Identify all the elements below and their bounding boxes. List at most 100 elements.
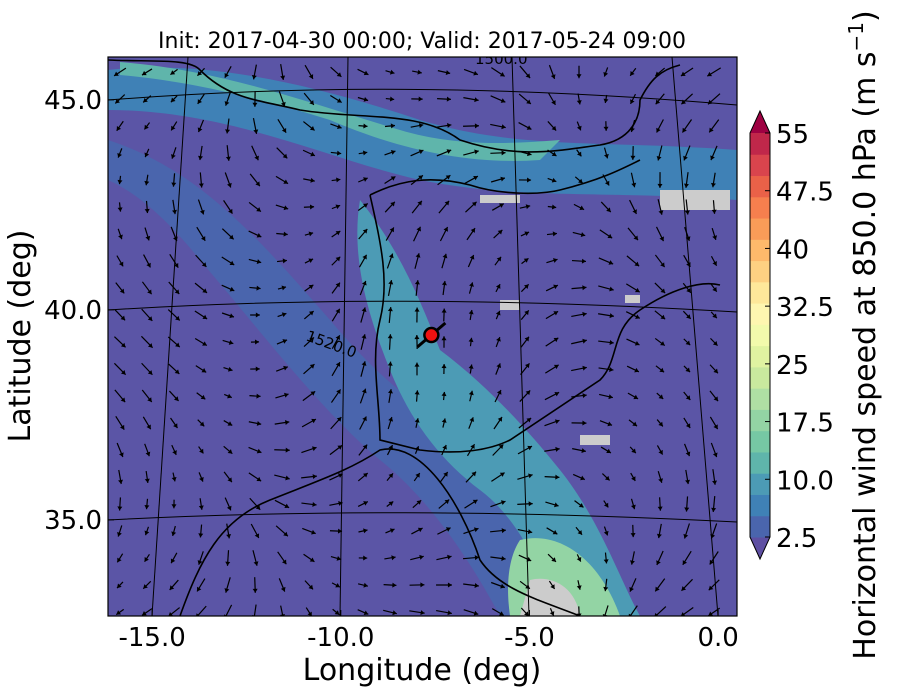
contour-label: 1500.0 — [475, 50, 528, 68]
colorbar-label-text: ) — [848, 10, 883, 22]
wind-arrow-head — [655, 586, 660, 592]
wind-arrow-head — [607, 421, 613, 427]
wind-arrow-head — [336, 177, 341, 183]
wind-arrow-head — [501, 556, 506, 561]
wind-arrow-head — [169, 585, 175, 590]
wind-arrow-head — [224, 72, 229, 78]
wind-arrow-head — [659, 367, 665, 373]
wind-arrow-head — [117, 583, 122, 589]
wind-arrow-head — [444, 499, 450, 505]
wind-arrow-head — [525, 584, 530, 589]
wind-arrow-head — [174, 289, 180, 295]
wind-arrow-head — [227, 477, 232, 483]
wind-arrow-head — [580, 232, 586, 238]
wind-arrow-head — [499, 72, 505, 77]
wind-arrow-head — [658, 421, 663, 427]
wind-arrow-head — [712, 261, 717, 266]
wind-arrow-head — [527, 177, 532, 183]
wind-arrow-head — [474, 97, 479, 103]
wind-arrow-head — [414, 390, 420, 395]
wind-arrow-head — [142, 611, 147, 616]
wind-arrow-head — [554, 391, 560, 397]
wind-arrow-head — [255, 181, 260, 187]
wind-arrow-head — [473, 70, 478, 76]
wind-arrow-head — [120, 397, 126, 403]
wind-arrow-head — [175, 342, 180, 348]
wind-arrow-head — [658, 210, 664, 215]
wind-arrow-head — [141, 70, 147, 76]
wind-arrow-head — [658, 449, 663, 455]
wind-arrow-head — [202, 314, 208, 320]
wind-arrow-head — [335, 308, 340, 314]
wind-arrow-head — [229, 286, 235, 292]
wind-arrow-head — [199, 476, 204, 482]
wind-band — [120, 62, 560, 161]
wind-arrow-head — [145, 451, 151, 457]
wind-arrow-head — [336, 98, 342, 103]
wind-arrow-head — [710, 533, 716, 539]
wind-arrow-head — [388, 473, 394, 479]
wind-arrow-head — [442, 444, 447, 450]
wind-arrow-head — [361, 388, 367, 394]
wind-arrow-head — [417, 200, 422, 206]
colorbar-tick-label: 32.5 — [776, 293, 834, 323]
wind-arrow-head — [634, 287, 640, 293]
wind-arrow-head — [633, 235, 639, 241]
wind-arrow-head — [283, 179, 289, 184]
wind-arrow — [604, 605, 609, 616]
wind-arrow-head — [308, 231, 314, 237]
colorbar-band — [750, 281, 770, 304]
colorbar-band — [750, 218, 770, 240]
wind-arrow-head — [552, 231, 558, 237]
wind-arrow-head — [609, 339, 614, 345]
wind-arrow-head — [657, 183, 663, 188]
wind-arrow-head — [576, 74, 582, 79]
colorbar-label-text: Horizontal wind speed at 850.0 hPa (m s — [848, 51, 883, 659]
wind-arrow-head — [658, 478, 663, 483]
wind-arrow-head — [634, 261, 640, 267]
wind-arrow-head — [708, 585, 714, 591]
wind-arrow-head — [473, 175, 478, 181]
wind-arrow-head — [312, 474, 317, 480]
wind-arrow-head — [527, 445, 533, 451]
wind-arrow-head — [117, 153, 122, 158]
colorbar-band — [750, 133, 770, 155]
wind-arrow-head — [363, 555, 368, 561]
wind-arrow-head — [415, 473, 420, 478]
wind-arrow-head — [709, 559, 715, 565]
wind-arrow-head — [310, 151, 315, 157]
wind-arrow-head — [254, 533, 260, 539]
wind-arrow-head — [172, 450, 177, 455]
graticule — [108, 57, 737, 616]
wind-arrow-head — [418, 96, 423, 102]
wind-arrow-head — [168, 611, 174, 616]
wind-arrow-head — [577, 151, 582, 157]
wind-arrow-head — [202, 341, 207, 346]
wind-arrow-head — [197, 127, 203, 133]
wind-arrow-head — [528, 501, 533, 507]
wind-arrow-head — [551, 177, 557, 183]
wind-arrow-head — [524, 284, 529, 289]
wind-arrow-head — [255, 312, 260, 318]
wind-arrow-head — [526, 556, 532, 562]
wind-arrow-head — [414, 362, 420, 367]
wind-arrow-head — [445, 175, 451, 180]
wind-arrow-head — [496, 337, 501, 342]
wind-arrow-head — [528, 473, 533, 479]
wind-arrow-head — [551, 100, 556, 105]
wind-arrow-head — [227, 366, 233, 372]
colorbar-tick-label: 40 — [776, 235, 809, 265]
wind-arrow-head — [362, 150, 368, 156]
wind-arrow-head — [414, 418, 420, 423]
wind-arrow-head — [630, 127, 635, 133]
wind-arrow-head — [337, 528, 343, 534]
wind-arrow-head — [284, 420, 290, 425]
wind-arrow-head — [658, 394, 664, 399]
wind-arrow-head — [418, 175, 423, 180]
wind-arrow-head — [711, 507, 717, 512]
wind-arrow-head — [607, 233, 613, 239]
axes: -15.0 -10.0 -5.0 0.0 35.0 40.0 45.0 — [44, 86, 739, 653]
colorbar-label-superscript: −1 — [844, 22, 868, 51]
wind-arrow-head — [499, 203, 504, 208]
wind-arrow-head — [551, 204, 557, 210]
